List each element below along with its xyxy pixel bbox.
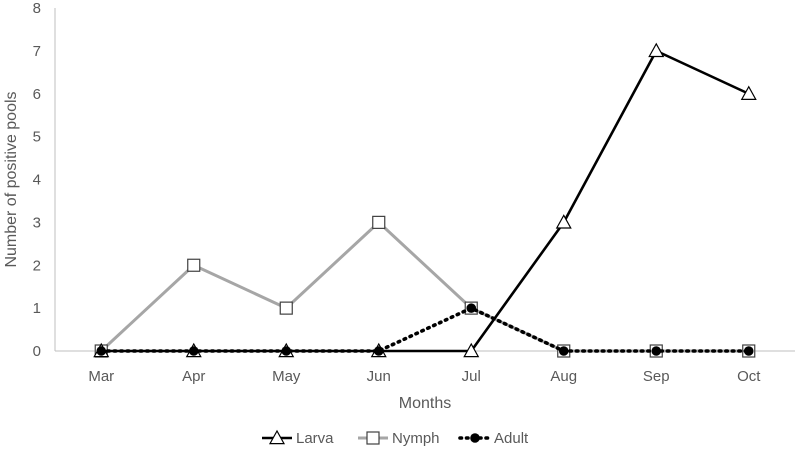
data-point-adult [466, 303, 477, 313]
x-tick-label: Sep [643, 368, 670, 385]
x-tick-label: May [272, 368, 301, 385]
x-tick-label: Apr [182, 368, 205, 385]
y-tick-label: 2 [33, 257, 41, 274]
x-axis-ticks: Mar Apr May Jun Jul Aug Sep Oct [88, 368, 761, 385]
y-axis-ticks: 0 1 2 3 4 5 6 7 8 [33, 0, 41, 360]
x-tick-label: Jun [367, 368, 391, 385]
legend-label: Larva [296, 430, 334, 447]
legend-marker-larva [268, 429, 286, 445]
x-axis-title: Months [399, 395, 451, 412]
data-point-adult [188, 346, 199, 356]
legend-item-nymph: Nymph [358, 430, 440, 447]
y-tick-label: 5 [33, 129, 41, 146]
data-point-nymph [187, 258, 201, 272]
legend-item-adult: Adult [458, 430, 529, 447]
legend: Larva Nymph Adult [262, 429, 529, 447]
data-point-larva [463, 342, 480, 358]
data-point-larva [555, 214, 572, 229]
series-adult [96, 303, 754, 356]
series-nymph [94, 215, 756, 358]
data-point-adult [743, 346, 754, 356]
data-point-nymph [372, 215, 386, 229]
data-point-adult [373, 346, 384, 356]
data-point-nymph [279, 301, 293, 315]
data-point-larva [740, 85, 757, 100]
x-tick-label: Aug [550, 368, 577, 385]
data-point-adult [558, 346, 569, 356]
y-tick-label: 4 [33, 172, 41, 189]
y-tick-label: 1 [33, 300, 41, 317]
series-line-nymph [100, 220, 749, 353]
legend-label: Nymph [392, 430, 440, 447]
series-line-larva [101, 49, 750, 353]
x-tick-label: Jul [462, 368, 481, 385]
series-line-adult [99, 306, 751, 353]
series-larva [93, 42, 757, 358]
y-tick-label: 7 [33, 43, 41, 60]
legend-label: Adult [494, 430, 529, 447]
legend-item-larva: Larva [262, 429, 334, 447]
x-tick-label: Mar [88, 368, 114, 385]
x-tick-label: Oct [737, 368, 761, 385]
data-point-adult [96, 346, 107, 356]
legend-marker-nymph [366, 431, 380, 445]
y-tick-label: 0 [33, 343, 41, 360]
y-tick-label: 3 [33, 214, 41, 231]
data-point-larva [648, 42, 665, 58]
legend-marker-adult [470, 433, 480, 443]
data-point-adult [281, 346, 292, 356]
data-point-adult [651, 346, 662, 356]
y-axis-title: Number of positive pools [3, 91, 20, 267]
y-tick-label: 8 [33, 0, 41, 17]
y-tick-label: 6 [33, 86, 41, 103]
series-layer [93, 42, 757, 358]
